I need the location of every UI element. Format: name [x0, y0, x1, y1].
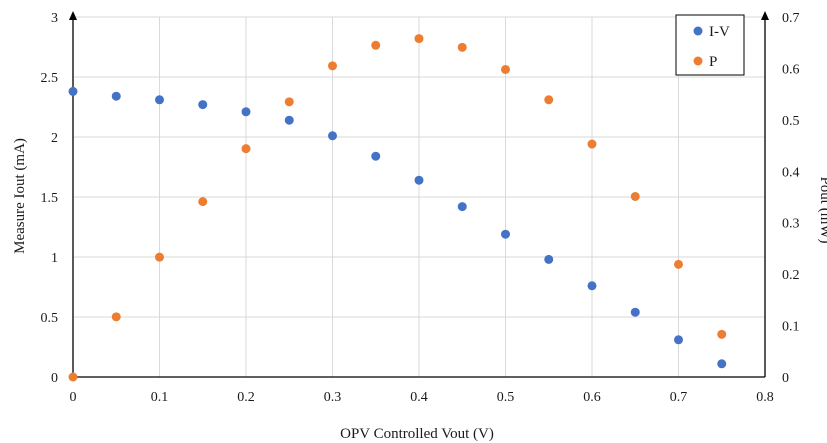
- x-tick-label: 0.4: [410, 390, 428, 405]
- y2-tick-label: 0.4: [782, 165, 800, 180]
- x-axis-title: OPV Controlled Vout (V): [340, 426, 494, 442]
- data-point-i-v: [198, 100, 208, 110]
- data-point-p: [501, 64, 510, 74]
- data-point-i-v: [371, 151, 381, 161]
- data-point-i-v: [717, 359, 727, 369]
- y-tick-label: 1: [51, 251, 58, 266]
- data-point-p: [544, 95, 554, 105]
- data-point-p: [198, 197, 208, 207]
- y-tick-label: 2.5: [41, 71, 59, 86]
- data-points: [68, 34, 727, 382]
- legend-label-p: P: [709, 54, 717, 70]
- data-point-p: [68, 372, 78, 382]
- data-point-i-v: [630, 307, 640, 317]
- x-tick-label: 0.8: [756, 390, 774, 405]
- y-axis-arrow-icon: [69, 11, 77, 20]
- y2-tick-label: 0.7: [782, 11, 800, 26]
- x-tick-label: 0.6: [583, 390, 601, 405]
- data-point-i-v: [587, 281, 597, 291]
- legend-marker-p: [693, 56, 703, 66]
- legend-label-i-v: I-V: [709, 24, 730, 40]
- data-point-p: [457, 42, 467, 52]
- legend: I-V P: [675, 14, 745, 76]
- y-tick-label: 2: [51, 131, 58, 146]
- x-tick-label: 0.3: [324, 390, 342, 405]
- y2-tick-label: 0.2: [782, 268, 800, 283]
- data-point-p: [717, 329, 727, 339]
- y2-tick-label: 0: [782, 371, 789, 386]
- data-point-i-v: [328, 131, 337, 141]
- data-point-i-v: [155, 95, 164, 105]
- data-point-i-v: [241, 107, 251, 117]
- tick-labels: 0 0.1 0.2 0.3 0.4 0.5 0.6 0.7 0.8 0 0.5 1 1.5 2 2.5 3 0 0…: [41, 11, 800, 405]
- y-tick-label: 1.5: [41, 191, 59, 206]
- data-point-p: [674, 259, 683, 269]
- data-point-p: [155, 252, 164, 262]
- data-point-p: [111, 312, 121, 322]
- y2-axis-arrow-icon: [761, 11, 769, 20]
- y-tick-label: 3: [51, 11, 58, 26]
- data-point-p: [414, 34, 424, 44]
- y-axis-title: Measure Iout (mA): [12, 138, 28, 254]
- data-point-i-v: [111, 91, 121, 101]
- y2-tick-label: 0.6: [782, 62, 800, 77]
- y2-axis-title: Pout (mW): [817, 176, 827, 243]
- y2-tick-label: 0.5: [782, 114, 800, 129]
- y2-tick-label: 0.1: [782, 320, 800, 335]
- x-tick-label: 0.2: [237, 390, 255, 405]
- data-point-i-v: [414, 175, 424, 185]
- grid-lines: [73, 16, 765, 377]
- data-point-i-v: [674, 335, 683, 345]
- data-point-i-v: [457, 202, 467, 212]
- axes: [69, 11, 769, 378]
- legend-box: [675, 14, 745, 76]
- legend-marker-i-v: [693, 26, 703, 36]
- x-tick-label: 0: [70, 390, 77, 405]
- y2-tick-label: 0.3: [782, 217, 800, 232]
- data-point-p: [241, 144, 251, 154]
- data-point-i-v: [284, 115, 294, 125]
- data-point-i-v: [544, 254, 554, 264]
- data-point-p: [587, 139, 597, 149]
- y-tick-label: 0.5: [41, 311, 59, 326]
- data-point-i-v: [501, 229, 510, 239]
- data-point-p: [630, 191, 640, 201]
- data-point-i-v: [68, 86, 78, 96]
- x-tick-label: 0.5: [497, 390, 515, 405]
- data-point-p: [371, 40, 381, 50]
- y-tick-label: 0: [51, 371, 58, 386]
- data-point-p: [284, 97, 294, 107]
- x-tick-label: 0.7: [670, 390, 688, 405]
- x-tick-label: 0.1: [151, 390, 169, 405]
- data-point-p: [328, 61, 337, 71]
